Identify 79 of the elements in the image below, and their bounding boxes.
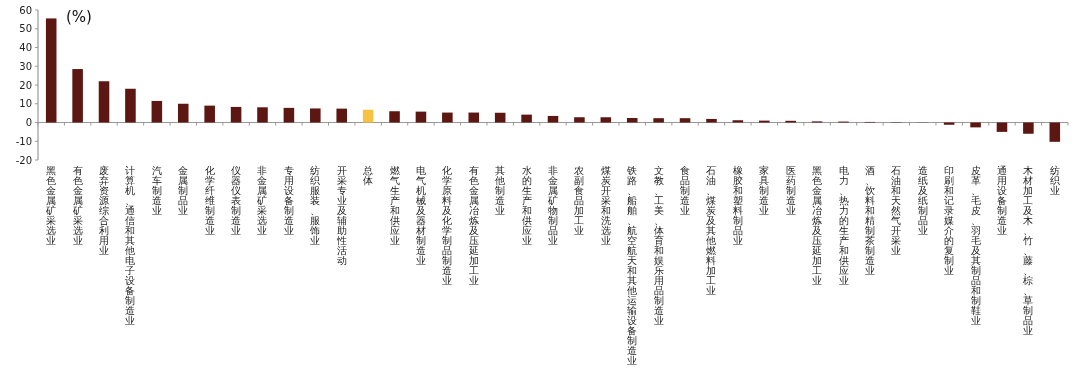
x-tick-label: 汽车制造业 — [151, 165, 162, 216]
x-tick-label: 专用设备制造业 — [283, 165, 294, 236]
bar — [996, 122, 1008, 132]
bar — [310, 108, 321, 123]
bar — [362, 109, 374, 123]
y-tick-label: 30 — [19, 60, 32, 72]
bar — [98, 81, 110, 123]
bar — [442, 112, 453, 123]
y-tick-label: 20 — [19, 79, 32, 91]
bar — [336, 108, 347, 123]
x-tick-label: 非金属矿采选业 — [256, 165, 268, 236]
category-label: 有色金属冶炼及压延加工业 — [468, 165, 479, 286]
bar — [653, 118, 664, 123]
x-tick-label: 造纸及纸制品业 — [917, 165, 928, 236]
x-tick-label: 通用设备制造业 — [996, 165, 1007, 236]
x-tick-label: 家具制造业 — [759, 165, 770, 216]
x-tick-label: 农副食品加工业 — [574, 165, 585, 236]
bar — [45, 18, 57, 123]
x-tick-label: 医药制造业 — [785, 165, 796, 216]
bar — [1023, 122, 1034, 134]
category-label: 黑色金属冶炼及压延加工业 — [812, 165, 823, 286]
x-tick-label: 黑色金属矿采选业 — [45, 165, 57, 246]
y-axis-title: (%) — [66, 8, 92, 26]
bar — [204, 105, 215, 123]
y-tick-label: -20 — [15, 154, 32, 166]
bar — [125, 88, 136, 123]
y-tick-label: -10 — [15, 135, 32, 147]
bar — [574, 117, 585, 123]
category-label: 电气机械及器材制造业 — [415, 165, 426, 266]
bar — [1049, 122, 1061, 142]
bar — [732, 120, 744, 123]
bar — [600, 117, 612, 123]
bar — [494, 112, 506, 123]
y-tick-label: 10 — [19, 98, 32, 110]
x-tick-label: 其他制造业 — [495, 165, 506, 216]
bar — [547, 115, 559, 123]
bar — [283, 107, 295, 123]
bar — [230, 106, 242, 123]
x-tick-label: 纺织业 — [1049, 165, 1060, 196]
bar — [72, 69, 83, 123]
bar — [151, 100, 163, 123]
category-label: 石油和天然气开采业 — [891, 165, 902, 256]
x-tick-label: 化学纤维制造业 — [204, 165, 215, 236]
bar — [521, 114, 532, 123]
category-label: 化学原料及化学制品制造业 — [442, 165, 453, 286]
bar — [177, 103, 189, 123]
y-tick-label: 60 — [19, 4, 32, 16]
bar — [468, 112, 480, 123]
bar — [257, 107, 268, 123]
x-tick-label: 水的生产和供应业 — [521, 165, 532, 246]
x-tick-label: 有色金属矿采选业 — [71, 165, 83, 246]
category-label: 文教、工美、体育和娱乐用品制造业 — [653, 165, 664, 326]
bar — [626, 118, 638, 123]
y-tick-label: 0 — [25, 117, 32, 128]
category-label: 电力、热力的生产和供应业 — [838, 165, 849, 286]
category-label: 印刷和记录媒介的复制业 — [944, 165, 955, 276]
category-label: 酒、饮料和精制茶制造业 — [864, 165, 875, 276]
bar — [706, 118, 717, 123]
category-label: 开采专业及辅助性活动 — [336, 165, 347, 266]
bar — [389, 111, 400, 123]
x-tick-label: 仪器仪表制造业 — [231, 165, 242, 236]
x-tick-label: 纺织服装、服饰业 — [309, 165, 321, 246]
category-label: 木材加工及木、竹、藤、棕、草制品业 — [1023, 165, 1034, 336]
bar — [679, 118, 691, 123]
category-label: 皮革、毛皮、羽毛及其制品和制鞋业 — [970, 165, 981, 326]
category-label: 铁路、船舶、航空航天和其他运输设备制造业 — [627, 165, 638, 366]
bar — [415, 111, 427, 123]
category-label: 石油、煤炭及其他燃料加工业 — [706, 165, 717, 296]
category-label: 废弃资源综合利用业 — [99, 165, 110, 256]
y-tick-label: 50 — [19, 23, 32, 35]
x-tick-label: 总体 — [362, 165, 374, 186]
x-tick-label: 食品制造业 — [680, 165, 691, 216]
x-tick-label: 非金属矿物制品业 — [547, 165, 558, 246]
x-tick-label: 橡胶和塑料制品业 — [732, 165, 743, 246]
x-tick-label: 煤炭开采和洗选业 — [600, 165, 611, 246]
category-label: 计算机、通信和其他电子设备制造业 — [125, 165, 136, 326]
x-tick-label: 金属制品业 — [178, 165, 189, 216]
y-tick-label: 40 — [19, 42, 32, 53]
x-tick-label: 燃气生产和供应业 — [389, 165, 400, 246]
